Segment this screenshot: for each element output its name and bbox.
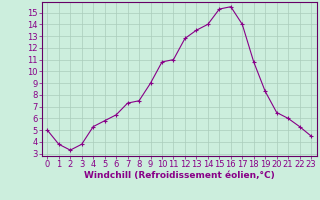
X-axis label: Windchill (Refroidissement éolien,°C): Windchill (Refroidissement éolien,°C) bbox=[84, 171, 275, 180]
